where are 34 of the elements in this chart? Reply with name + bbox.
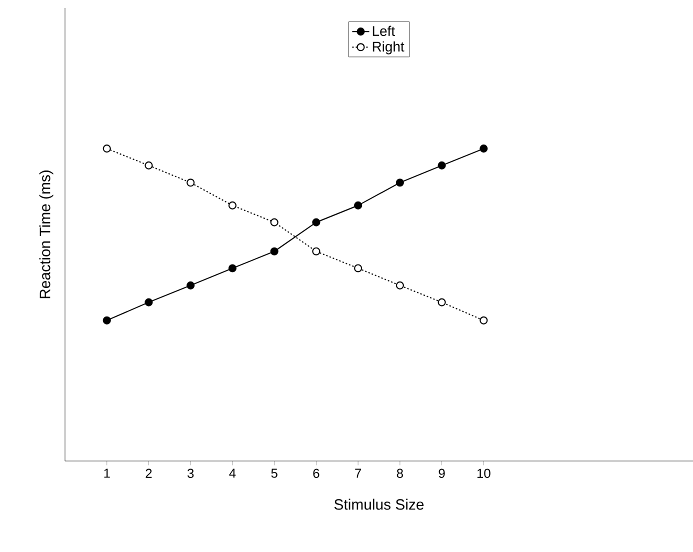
point	[144, 161, 153, 170]
point	[354, 264, 362, 272]
x-tick-label: 10	[477, 468, 490, 478]
point	[438, 161, 446, 170]
point	[270, 218, 278, 226]
point	[270, 247, 278, 256]
point	[438, 298, 446, 306]
x-tick-label: 2	[146, 468, 152, 478]
x-tick-label: 6	[313, 468, 320, 478]
point	[228, 264, 237, 272]
x-tick-label: 5	[271, 468, 278, 478]
point	[480, 316, 488, 324]
point	[396, 281, 404, 290]
x-tick-label: 1	[104, 468, 110, 478]
legend-label: Right	[372, 41, 404, 54]
y-axis-title: Reaction Time (ms)	[39, 170, 54, 298]
point	[186, 281, 195, 290]
point	[480, 144, 488, 153]
x-tick-label: 9	[438, 468, 445, 478]
x-tick-label: 7	[355, 468, 362, 478]
point	[186, 178, 195, 187]
point	[354, 201, 362, 210]
point	[102, 316, 111, 324]
point	[102, 144, 111, 153]
point	[144, 298, 153, 306]
point	[312, 247, 320, 256]
point	[228, 201, 237, 210]
point	[396, 178, 404, 187]
x-axis-title: Stimulus Size	[334, 498, 424, 510]
x-tick-label: 3	[188, 468, 194, 478]
legend-label: Left	[372, 26, 395, 36]
x-tick-label: 4	[229, 468, 236, 478]
point	[312, 218, 320, 226]
x-tick-label: 8	[396, 468, 403, 478]
